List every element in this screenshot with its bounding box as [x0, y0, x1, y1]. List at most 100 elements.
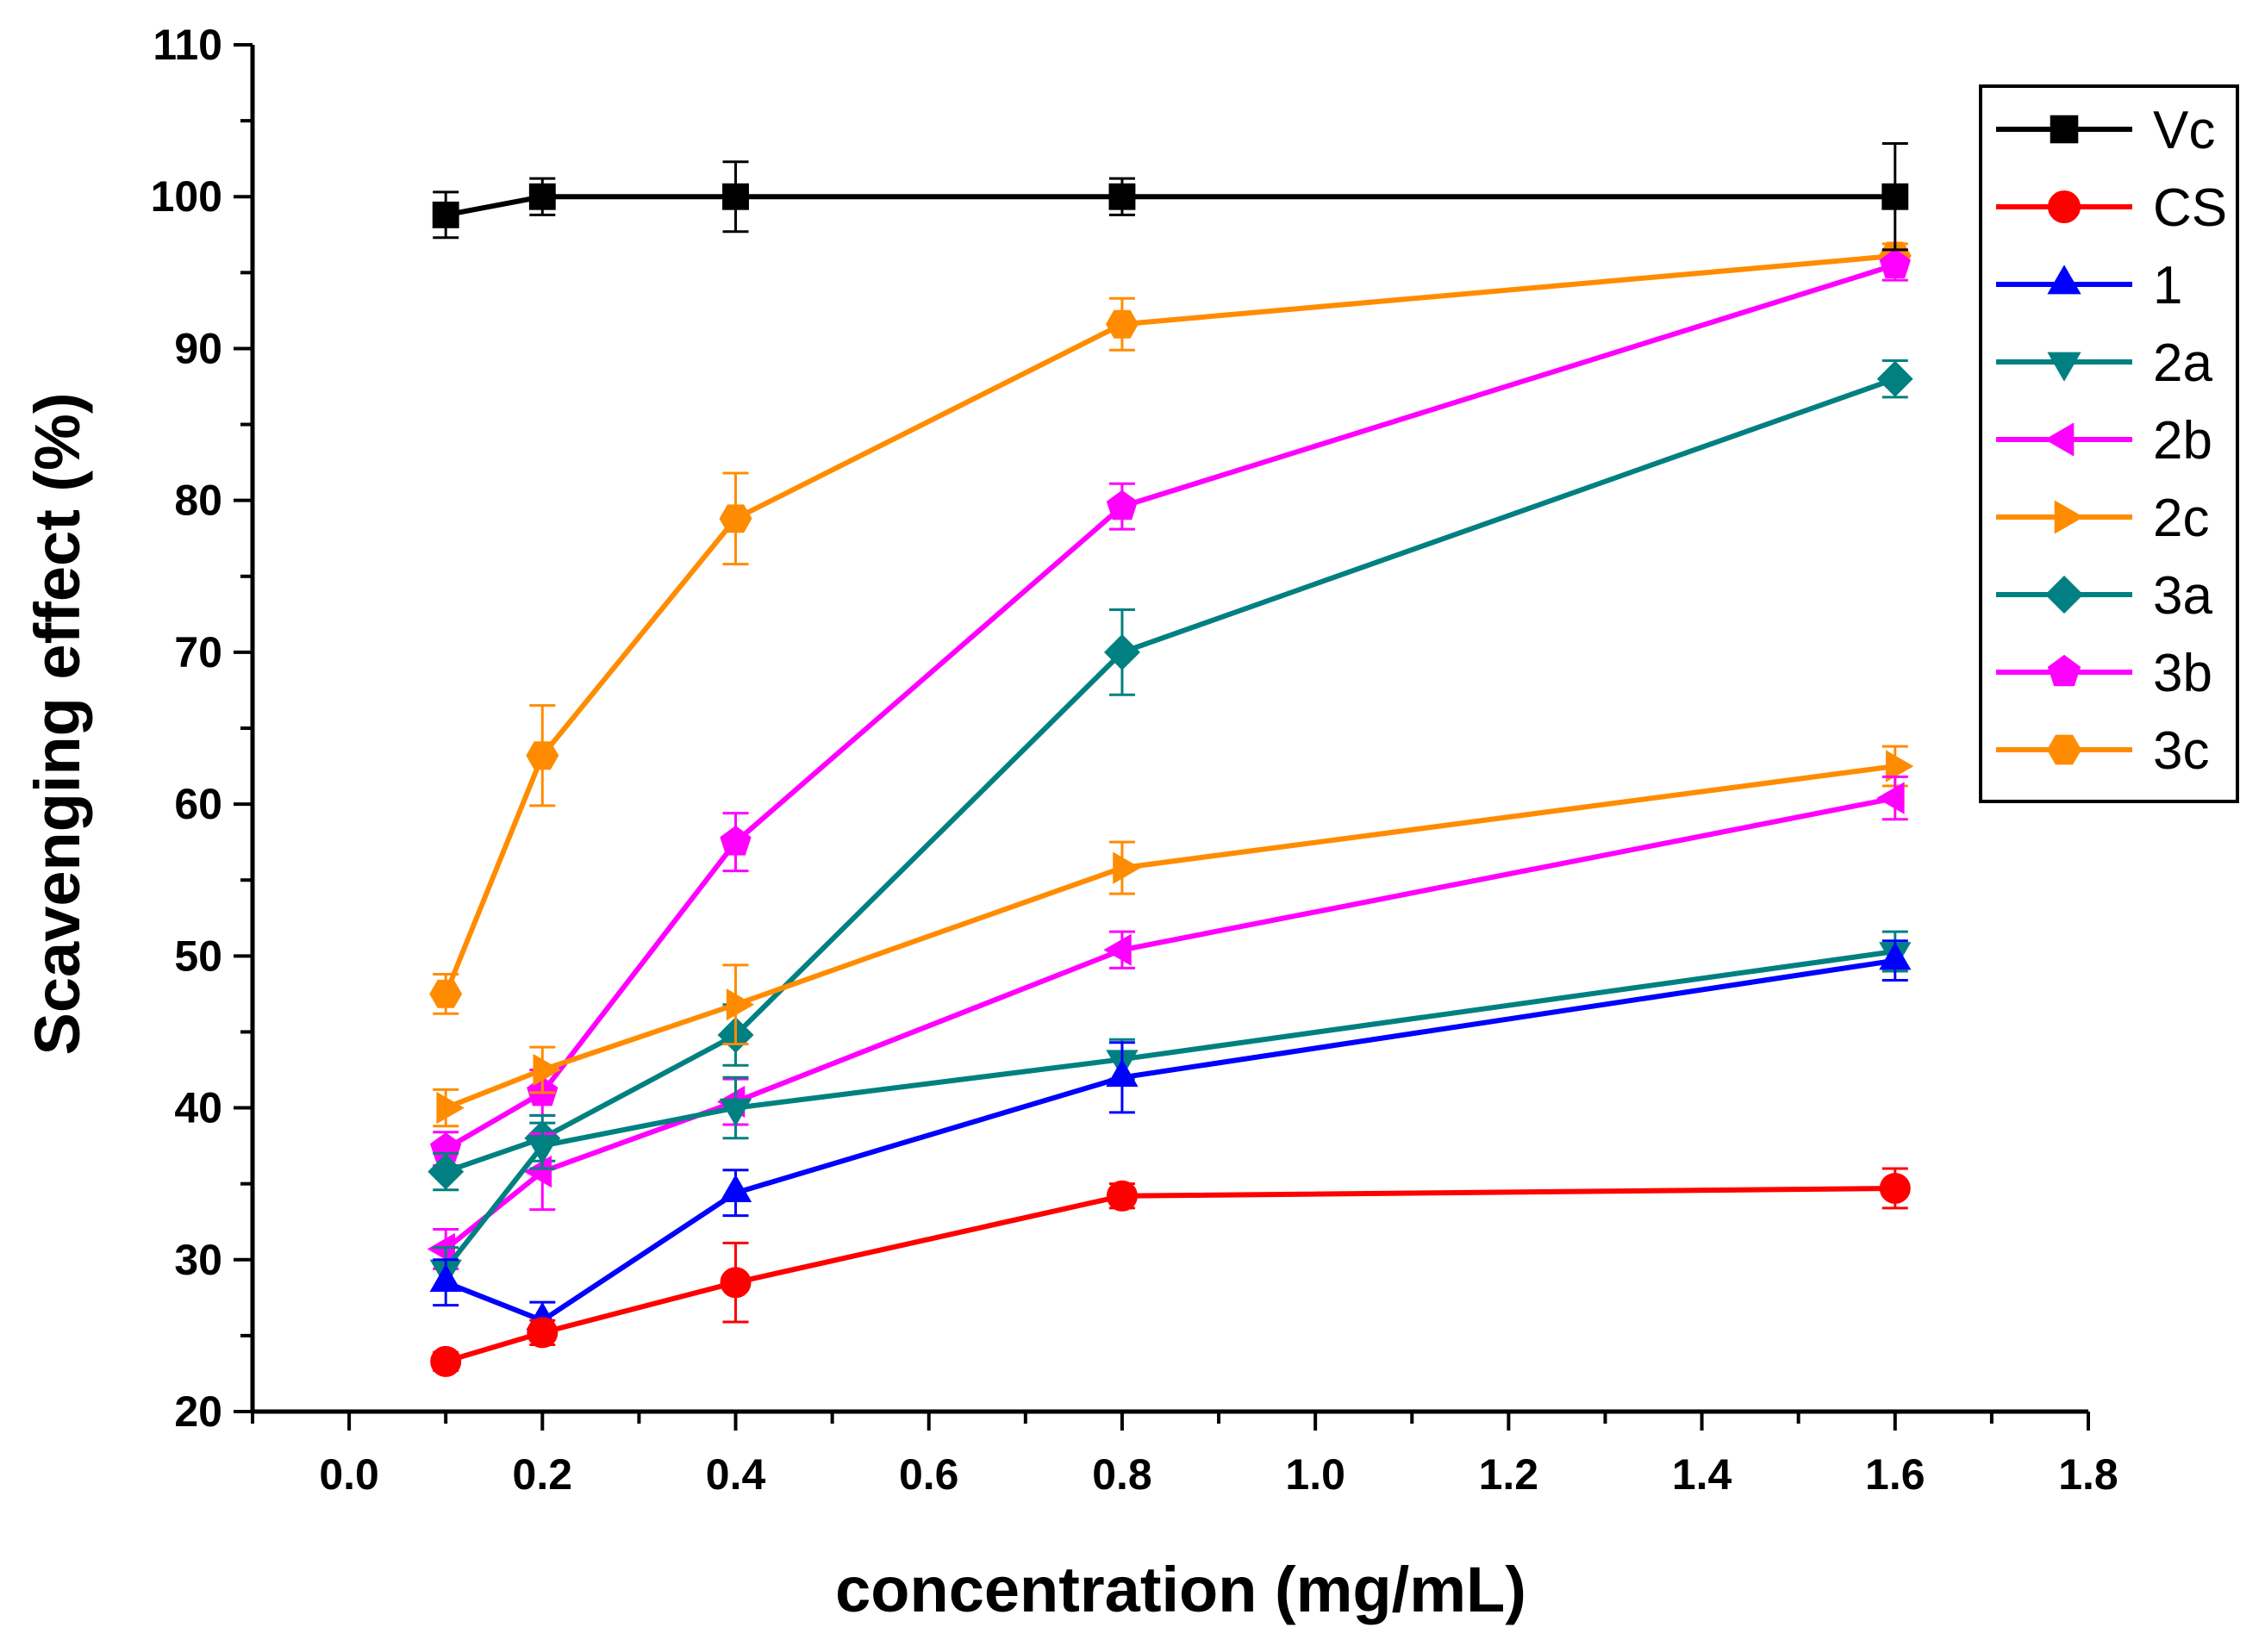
series-vc [432, 142, 1909, 252]
data-point [726, 988, 755, 1021]
data-point [1876, 360, 1913, 397]
series-3b-line [444, 262, 1896, 1151]
legend-label: 3c [2153, 721, 2209, 781]
legend-entry-1: 1 [1996, 256, 2182, 315]
series-2b-line [444, 795, 1896, 1251]
data-point [427, 1153, 465, 1190]
legend-entry-cs: CS [1996, 178, 2227, 238]
data-point [430, 1345, 462, 1377]
data-point [1108, 183, 1136, 210]
legend-marker [2050, 115, 2079, 144]
data-point [1106, 1058, 1139, 1088]
data-point [722, 183, 749, 210]
legend-label: 2b [2153, 411, 2212, 471]
y-axis-title: Scavenging effect (%) [22, 393, 93, 1056]
data-point [526, 741, 559, 770]
series-1 [429, 939, 1912, 1340]
x-tick-label: 1.6 [1865, 1450, 1925, 1499]
series-3c-line [443, 252, 1896, 995]
legend-entry-2b: 2b [1996, 411, 2212, 471]
legend-label: 3a [2153, 566, 2212, 626]
legend-label: 3b [2153, 644, 2212, 703]
series-2a [429, 930, 1912, 1292]
series-vc-line [445, 194, 1895, 218]
data-point [527, 1317, 558, 1349]
series-3b [430, 248, 1911, 1168]
series-2a-line [443, 949, 1896, 1271]
data-point [526, 1136, 558, 1165]
data-point [1106, 1180, 1138, 1212]
x-tick-label: 1.0 [1285, 1450, 1345, 1499]
data-point [528, 183, 556, 210]
x-tick-label: 1.2 [1479, 1450, 1539, 1499]
data-point [1879, 1172, 1911, 1204]
series-cs [430, 1167, 1911, 1377]
data-point [1113, 851, 1141, 884]
y-tick-label: 70 [174, 628, 222, 676]
legend-entry-2a: 2a [1996, 334, 2212, 393]
data-point [1106, 489, 1139, 521]
x-tick-label: 1.8 [2058, 1450, 2118, 1499]
data-point [719, 1174, 752, 1202]
data-point [436, 1091, 465, 1125]
data-point [1103, 633, 1140, 670]
series-cs-line [445, 1186, 1895, 1364]
legend-marker [2047, 352, 2081, 382]
data-point [429, 979, 463, 1008]
legend-marker [2048, 190, 2081, 223]
series-1-line [445, 957, 1896, 1324]
data-point [1103, 933, 1132, 966]
data-point [720, 826, 752, 856]
data-point [1879, 248, 1911, 278]
legend-label: 1 [2153, 256, 2182, 315]
y-tick-label: 110 [153, 21, 222, 69]
x-tick-label: 0.0 [319, 1450, 379, 1499]
y-tick-label: 90 [174, 324, 222, 372]
legend-label: 2c [2153, 489, 2209, 548]
y-tick-label: 20 [174, 1387, 222, 1436]
x-axis-title: concentration (mg/mL) [835, 1554, 1526, 1625]
x-tick-label: 0.4 [706, 1450, 766, 1499]
legend-marker [2047, 654, 2081, 687]
data-point [1105, 309, 1139, 339]
series-3a [427, 359, 1913, 1192]
data-point [432, 201, 459, 228]
legend-label: 2a [2153, 334, 2212, 393]
x-axis: 0.0 0.2 0.4 0.6 0.8 1.0 1.2 1.4 1.6 1.8 [251, 1412, 2118, 1499]
y-tick-label: 60 [174, 780, 222, 828]
x-tick-label: 0.2 [513, 1450, 573, 1499]
legend-marker [2047, 265, 2081, 295]
legend-marker [2054, 500, 2084, 534]
data-point [1886, 750, 1914, 782]
legend-entry-3b: 3b [1996, 644, 2212, 703]
data-point [720, 1267, 752, 1299]
y-tick-label: 80 [174, 477, 222, 525]
data-point [719, 504, 752, 533]
legend: Vc CS 1 2a 2b 2c 3a 3b 3c [1979, 84, 2239, 803]
legend-marker [2046, 734, 2082, 765]
x-tick-label: 1.4 [1672, 1450, 1732, 1499]
y-tick-label: 40 [174, 1084, 222, 1132]
legend-label: Vc [2153, 101, 2215, 160]
legend-entry-vc: Vc [1996, 101, 2215, 160]
data-point [1876, 782, 1905, 814]
legend-marker [2044, 422, 2075, 457]
y-tick-label: 30 [174, 1236, 222, 1284]
plot-frame [250, 45, 2088, 1414]
legend-label: CS [2153, 178, 2227, 238]
series-layer [427, 142, 1914, 1377]
x-tick-label: 0.6 [899, 1450, 959, 1499]
legend-entry-3a: 3a [1996, 566, 2212, 626]
legend-entry-2c: 2c [1996, 489, 2209, 548]
data-point [427, 1232, 455, 1266]
data-point [523, 1155, 552, 1188]
legend-marker [2044, 575, 2084, 614]
x-tick-label: 0.8 [1092, 1450, 1152, 1499]
y-tick-label: 50 [174, 932, 222, 980]
y-axis: 20 30 40 50 60 70 80 90 100 110 [151, 21, 253, 1436]
y-tick-label: 100 [151, 172, 222, 221]
data-point [1879, 942, 1912, 970]
series-2c [433, 745, 1914, 1128]
data-point [719, 1098, 752, 1127]
